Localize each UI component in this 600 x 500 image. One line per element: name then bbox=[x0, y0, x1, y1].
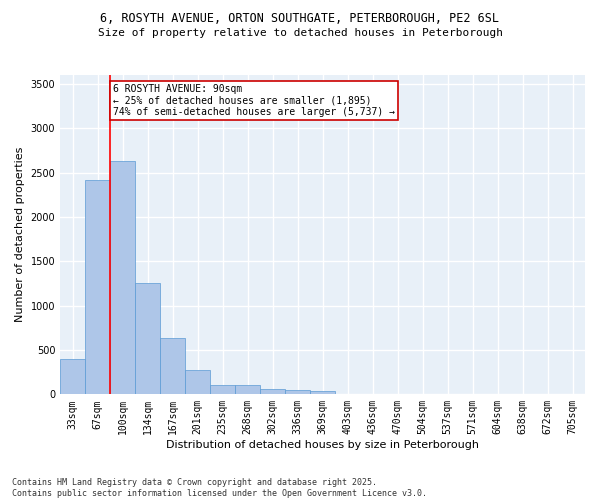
Bar bbox=[235, 384, 260, 394]
Bar bbox=[310, 391, 335, 394]
Text: Size of property relative to detached houses in Peterborough: Size of property relative to detached ho… bbox=[97, 28, 503, 38]
Bar bbox=[60, 359, 85, 394]
X-axis label: Distribution of detached houses by size in Peterborough: Distribution of detached houses by size … bbox=[166, 440, 479, 450]
Bar bbox=[185, 370, 210, 394]
Y-axis label: Number of detached properties: Number of detached properties bbox=[15, 147, 25, 322]
Bar bbox=[260, 390, 285, 394]
Bar bbox=[110, 161, 135, 394]
Text: Contains HM Land Registry data © Crown copyright and database right 2025.
Contai: Contains HM Land Registry data © Crown c… bbox=[12, 478, 427, 498]
Bar bbox=[135, 284, 160, 395]
Text: 6, ROSYTH AVENUE, ORTON SOUTHGATE, PETERBOROUGH, PE2 6SL: 6, ROSYTH AVENUE, ORTON SOUTHGATE, PETER… bbox=[101, 12, 499, 26]
Bar bbox=[160, 338, 185, 394]
Bar bbox=[210, 384, 235, 394]
Text: 6 ROSYTH AVENUE: 90sqm
← 25% of detached houses are smaller (1,895)
74% of semi-: 6 ROSYTH AVENUE: 90sqm ← 25% of detached… bbox=[113, 84, 395, 117]
Bar bbox=[85, 180, 110, 394]
Bar bbox=[285, 390, 310, 394]
